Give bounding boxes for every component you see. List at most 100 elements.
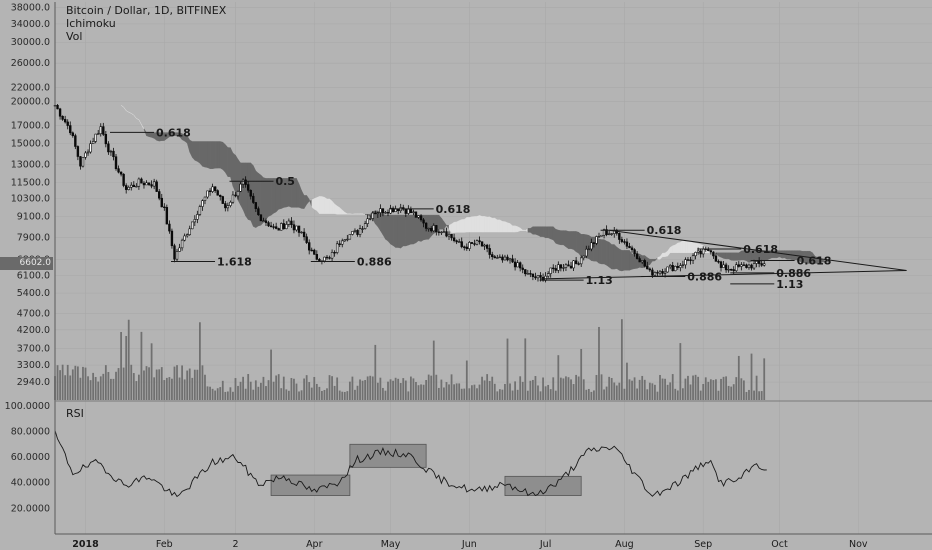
candle-body xyxy=(234,194,237,197)
candle-body xyxy=(666,266,669,273)
volume-bar xyxy=(79,377,82,400)
cloud-segment xyxy=(225,143,229,178)
volume-bar xyxy=(422,384,425,400)
cloud-segment xyxy=(733,252,737,261)
cloud-segment xyxy=(311,198,315,210)
volume-bar xyxy=(371,376,374,400)
cloud-segment xyxy=(192,141,196,161)
volume-bar xyxy=(229,387,232,400)
candle-body xyxy=(229,201,232,206)
candle-body xyxy=(155,181,158,192)
cloud-segment xyxy=(197,141,201,164)
cloud-segment xyxy=(265,178,269,221)
volume-bar xyxy=(115,371,117,400)
volume-bar xyxy=(176,365,178,400)
volume-bar xyxy=(382,387,384,400)
candle-body xyxy=(247,184,250,191)
cloud-segment xyxy=(471,216,475,233)
cloud-segment xyxy=(494,217,498,233)
volume-bar xyxy=(669,382,672,400)
volume-bar xyxy=(582,379,585,400)
volume-bar xyxy=(300,390,303,400)
volume-bar xyxy=(76,366,79,400)
candle-body xyxy=(252,195,255,203)
candle-body xyxy=(119,171,123,175)
volume-bar xyxy=(554,390,557,400)
candle-body xyxy=(226,205,230,209)
price-tick-label: 3700.0 xyxy=(17,343,50,354)
volume-bar xyxy=(247,374,250,400)
cloud-segment xyxy=(270,178,274,216)
cloud-segment xyxy=(652,258,656,262)
candle-body xyxy=(338,243,341,245)
volume-bar xyxy=(356,385,359,400)
volume-bar xyxy=(445,382,448,400)
cloud-segment xyxy=(242,162,246,217)
volume-bar xyxy=(687,375,689,400)
volume-bar xyxy=(585,389,588,400)
volume-bar xyxy=(244,388,247,400)
cloud-segment xyxy=(469,216,473,233)
candle-body xyxy=(651,269,654,276)
cloud-segment xyxy=(621,250,625,272)
volume-bar xyxy=(534,376,537,400)
volume-bar xyxy=(567,377,570,400)
cloud-segment xyxy=(339,207,343,215)
candle-body xyxy=(671,265,674,272)
cloud-segment xyxy=(456,220,460,233)
candle-body xyxy=(450,233,453,239)
candle-body xyxy=(447,233,451,237)
cloud-segment xyxy=(563,230,567,248)
volume-bar xyxy=(676,390,679,400)
volume-bar xyxy=(580,348,583,400)
candle-body xyxy=(99,126,102,135)
candle-body xyxy=(763,263,766,266)
volume-bar xyxy=(249,381,252,400)
legend-volume: Vol xyxy=(66,30,83,43)
volume-bar xyxy=(595,374,598,400)
volume-bar xyxy=(384,390,387,400)
candle-body xyxy=(63,119,67,123)
candle-body xyxy=(198,206,202,215)
cloud-segment xyxy=(395,214,399,248)
volume-bar xyxy=(547,384,550,400)
price-tick-label: 22000.0 xyxy=(11,83,50,94)
cloud-segment xyxy=(199,141,203,167)
cloud-segment xyxy=(662,252,666,258)
candle-body xyxy=(231,194,235,203)
candle-body xyxy=(356,230,359,235)
candle-body xyxy=(422,219,425,224)
volume-bar xyxy=(196,369,199,400)
candle-body xyxy=(630,247,634,251)
candle-body xyxy=(81,156,85,167)
volume-bar xyxy=(730,386,733,400)
volume-bar xyxy=(664,378,666,400)
volume-bar xyxy=(712,380,715,400)
volume-bar xyxy=(168,377,171,400)
fib-level-label: 0.618 xyxy=(647,224,682,237)
volume-bar xyxy=(437,387,440,400)
cloud-segment xyxy=(136,118,139,120)
candle-body xyxy=(546,273,550,277)
candle-body xyxy=(587,248,591,251)
candle-body xyxy=(244,179,247,185)
cloud-segment xyxy=(540,226,544,237)
volume-bar xyxy=(559,377,562,400)
candle-body xyxy=(628,245,631,249)
volume-bar xyxy=(450,374,453,400)
volume-bar xyxy=(74,365,77,400)
volume-bar xyxy=(643,379,646,400)
candle-body xyxy=(595,236,598,244)
cloud-segment xyxy=(453,221,457,233)
candle-body xyxy=(272,226,275,228)
candle-body xyxy=(580,257,583,265)
cloud-segment xyxy=(486,216,490,233)
volume-bar xyxy=(188,368,191,400)
volume-bar xyxy=(646,389,649,400)
ichimoku-cloud xyxy=(120,105,831,272)
fib-level-label: 1.13 xyxy=(586,274,613,287)
fib-level-label: 1.13 xyxy=(776,278,803,291)
volume-bar xyxy=(565,376,567,400)
volume-bar xyxy=(160,367,163,400)
candle-body xyxy=(196,214,199,220)
